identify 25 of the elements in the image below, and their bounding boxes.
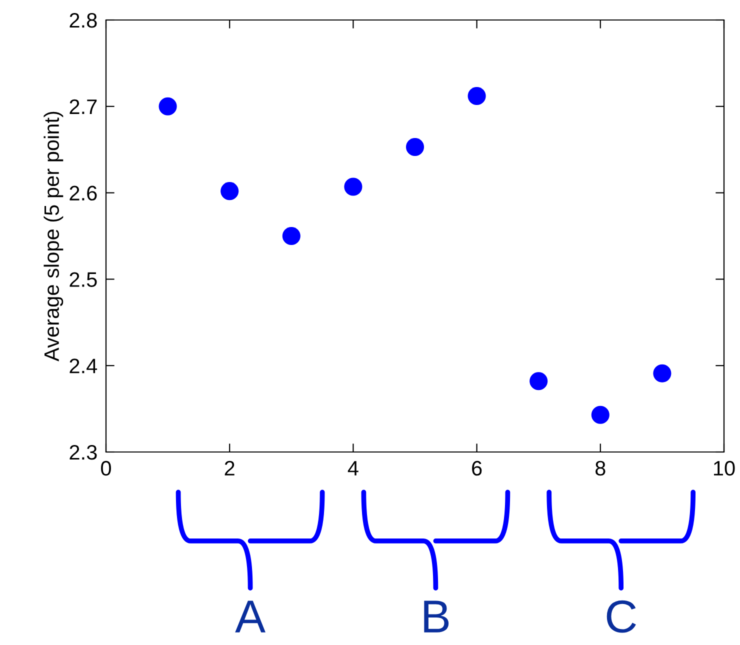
x-tick-label: 0 — [101, 460, 111, 476]
x-tick-label: 2 — [224, 460, 234, 476]
point — [468, 87, 486, 106]
text: B — [424, 600, 449, 632]
point — [653, 364, 672, 382]
point — [406, 138, 424, 156]
x-tick-label: 8 — [596, 460, 606, 476]
y-axis-title: Average slope (5 per point) — [44, 112, 64, 362]
x-tick-label: 4 — [348, 461, 358, 476]
y-tick-label: 2.5 — [70, 272, 97, 287]
y-tick-label: 2.3 — [70, 445, 97, 460]
x-tick-label: 10 — [714, 460, 735, 476]
point — [344, 178, 362, 196]
point — [530, 372, 548, 390]
y-tick-label: 2.4 — [70, 358, 98, 374]
y-tick-label: 2.6 — [70, 186, 97, 201]
text: C — [606, 600, 636, 633]
point — [282, 226, 300, 246]
point — [591, 406, 610, 424]
text: A — [235, 600, 266, 632]
point — [158, 97, 177, 116]
y-tick-label: 2.8 — [70, 13, 97, 28]
point — [220, 182, 239, 200]
x-tick-label: 6 — [472, 460, 482, 476]
y-tick-label: 2.7 — [70, 99, 97, 114]
